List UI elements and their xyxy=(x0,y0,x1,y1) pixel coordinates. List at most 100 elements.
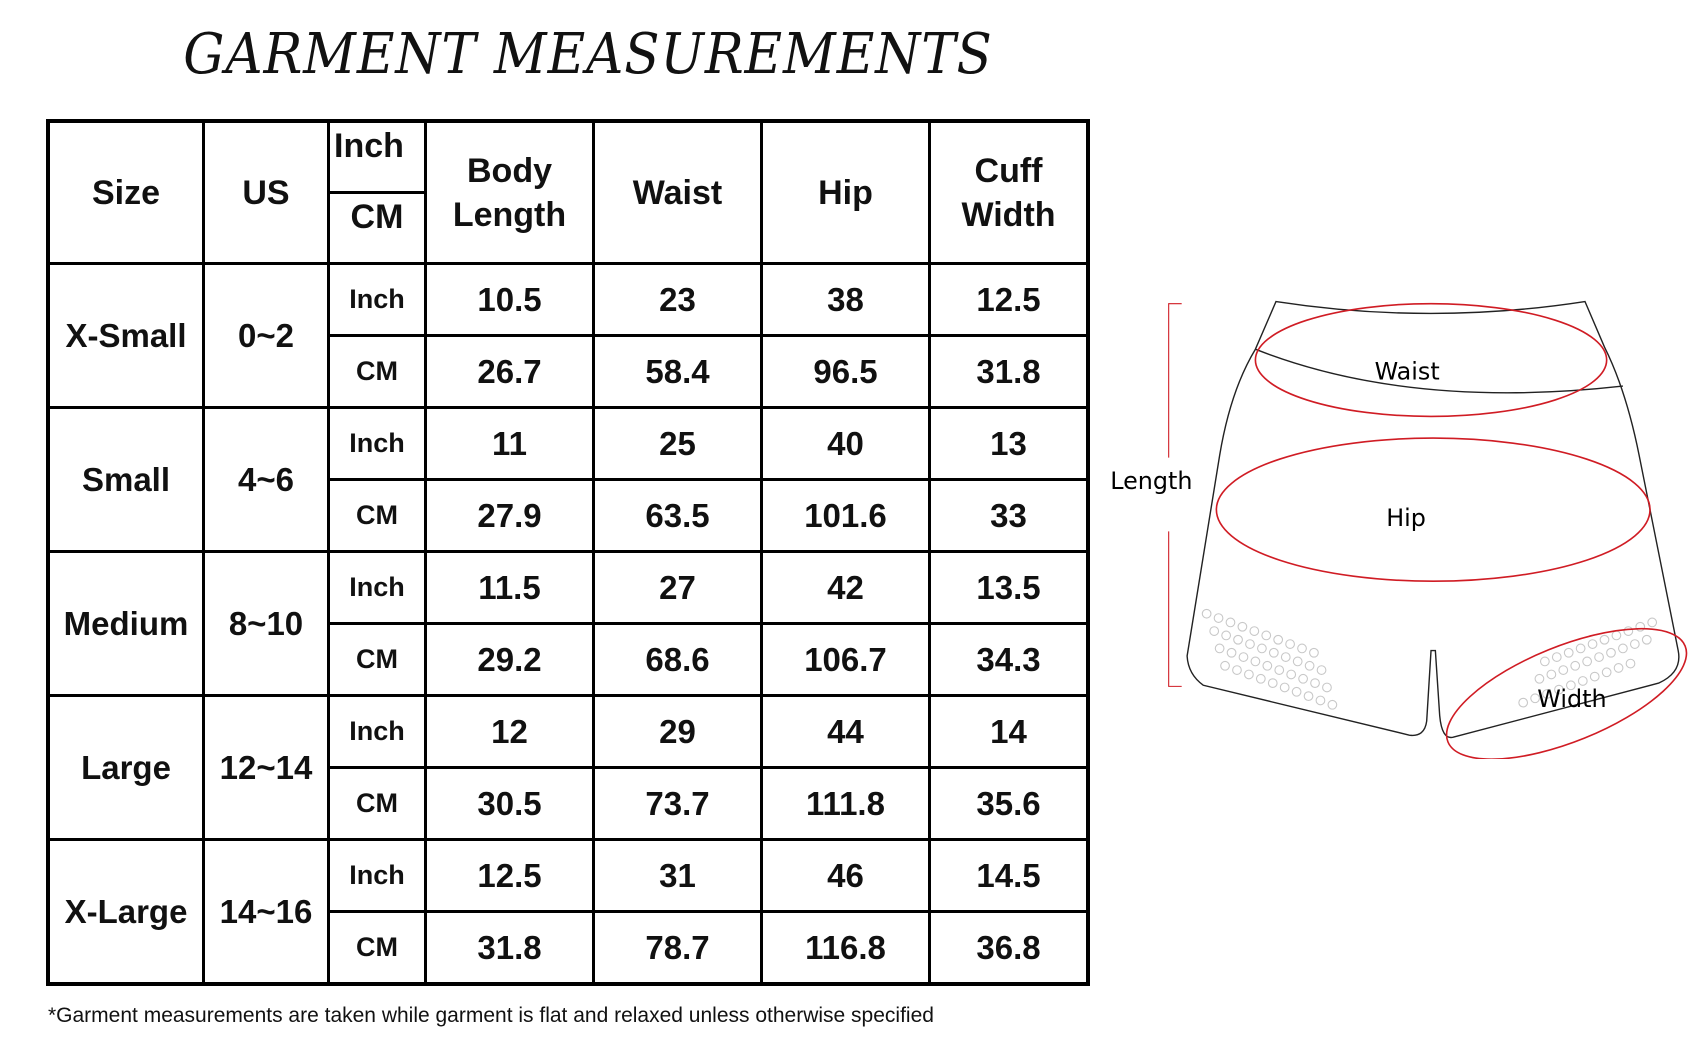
dot xyxy=(1303,691,1314,702)
measurement-cell: 14 xyxy=(928,694,1090,769)
dot xyxy=(1257,643,1267,654)
measurement-cell: 30.5 xyxy=(424,766,595,841)
width-label: Width xyxy=(1537,685,1606,713)
size-chart-table: Size US Inch CM Body Length Waist Hip Cuf… xyxy=(46,119,1090,986)
dot xyxy=(1601,667,1612,678)
dot xyxy=(1220,660,1230,671)
dot xyxy=(1233,634,1243,645)
header-body-length: Body Length xyxy=(424,119,595,265)
dot xyxy=(1623,626,1634,636)
hip-measure-ellipse xyxy=(1215,437,1651,583)
dot xyxy=(1273,634,1284,645)
measurement-cell: 96.5 xyxy=(760,334,931,409)
dot xyxy=(1274,665,1285,675)
dot xyxy=(1310,678,1320,688)
dot xyxy=(1267,678,1278,688)
footnote: *Garment measurements are taken while ga… xyxy=(48,1004,934,1027)
table-row-inch: X-Large 14~16 Inch 12.5 31 46 14.5 xyxy=(46,838,1090,986)
shorts-outline xyxy=(1186,300,1680,739)
dot xyxy=(1575,643,1586,654)
table-row-cm: CM 29.2 68.6 106.7 34.3 xyxy=(48,622,1090,697)
measurement-cell: 35.6 xyxy=(928,766,1090,841)
dot xyxy=(1214,643,1225,654)
measurement-cell: 23 xyxy=(592,262,763,337)
measurement-cell: 13 xyxy=(928,406,1090,481)
dot xyxy=(1298,673,1308,684)
measurement-cell: 12.5 xyxy=(424,838,595,913)
measurement-cell: 42 xyxy=(760,550,931,625)
dot xyxy=(1286,669,1297,680)
measurement-cell: 13.5 xyxy=(928,550,1090,625)
unit-cell: Inch xyxy=(327,406,427,481)
dot xyxy=(1618,643,1628,654)
dot xyxy=(1599,634,1610,645)
dot xyxy=(1297,643,1307,654)
table-row-inch: Medium 8~10 Inch 11.5 27 42 13.5 xyxy=(46,550,1090,697)
dot xyxy=(1625,658,1636,669)
dot xyxy=(1563,647,1574,658)
dot xyxy=(1291,686,1302,697)
dot xyxy=(1280,652,1291,662)
measurement-cell: 11 xyxy=(424,406,595,481)
size-cell: X-Large xyxy=(46,838,205,986)
us-size-cell: 0~2 xyxy=(202,262,330,409)
header-waist: Waist xyxy=(592,119,763,265)
measurement-cell: 38 xyxy=(760,262,931,337)
dot xyxy=(1539,656,1550,667)
dot xyxy=(1629,639,1640,649)
measurement-cell: 111.8 xyxy=(760,766,931,841)
unit-cell: CM xyxy=(327,766,427,841)
us-size-cell: 4~6 xyxy=(202,406,330,553)
dot xyxy=(1292,656,1303,667)
measurement-cell: 25 xyxy=(592,406,763,481)
measurement-cell: 36.8 xyxy=(928,910,1090,986)
table-row-cm: CM 30.5 73.7 111.8 35.6 xyxy=(48,766,1090,841)
dot xyxy=(1304,660,1315,671)
unit-cell: CM xyxy=(327,910,427,986)
dot xyxy=(1250,656,1261,667)
measurement-cell: 63.5 xyxy=(592,478,763,553)
dot xyxy=(1611,630,1622,641)
us-size-cell: 8~10 xyxy=(202,550,330,697)
dot xyxy=(1249,626,1260,636)
size-cell: Large xyxy=(46,694,205,841)
dot xyxy=(1221,630,1232,641)
measurement-cell: 12.5 xyxy=(928,262,1090,337)
size-cell: X-Small xyxy=(46,262,205,409)
header-hip: Hip xyxy=(760,119,931,265)
page-title: GARMENT MEASUREMENTS xyxy=(183,22,993,87)
measurement-cell: 29.2 xyxy=(424,622,595,697)
dot xyxy=(1285,639,1295,649)
dot xyxy=(1262,660,1273,671)
measurement-cell: 46 xyxy=(760,838,931,913)
dot xyxy=(1245,639,1255,649)
waist-measure-ellipse xyxy=(1254,302,1608,418)
dot xyxy=(1244,669,1254,680)
dot xyxy=(1232,665,1242,675)
dot xyxy=(1279,682,1290,693)
measurement-cell: 10.5 xyxy=(424,262,595,337)
dot xyxy=(1554,684,1564,695)
dot xyxy=(1209,626,1220,636)
measurement-cell: 58.4 xyxy=(592,334,763,409)
dot xyxy=(1589,671,1600,682)
header-cuff-width: Cuff Width xyxy=(928,119,1090,265)
measurement-cell: 106.7 xyxy=(760,622,931,697)
header-row: Size US Inch CM Body Length Waist Hip Cuf… xyxy=(46,119,1090,265)
us-size-cell: 12~14 xyxy=(202,694,330,841)
unit-cell: Inch xyxy=(327,838,427,913)
dot xyxy=(1213,613,1224,623)
table-row-inch: Large 12~14 Inch 12 29 44 14 xyxy=(46,694,1090,841)
header-unit: Inch CM xyxy=(327,119,427,265)
unit-cell: CM xyxy=(327,622,427,697)
dot xyxy=(1551,652,1562,662)
dot xyxy=(1542,689,1552,699)
unit-cell: CM xyxy=(327,478,427,553)
dot xyxy=(1570,660,1581,671)
dot xyxy=(1518,697,1529,708)
header-unit-inch: Inch xyxy=(330,123,424,194)
measurement-cell: 101.6 xyxy=(760,478,931,553)
dot xyxy=(1647,617,1658,628)
measurement-cell: 26.7 xyxy=(424,334,595,409)
unit-cell: Inch xyxy=(327,550,427,625)
